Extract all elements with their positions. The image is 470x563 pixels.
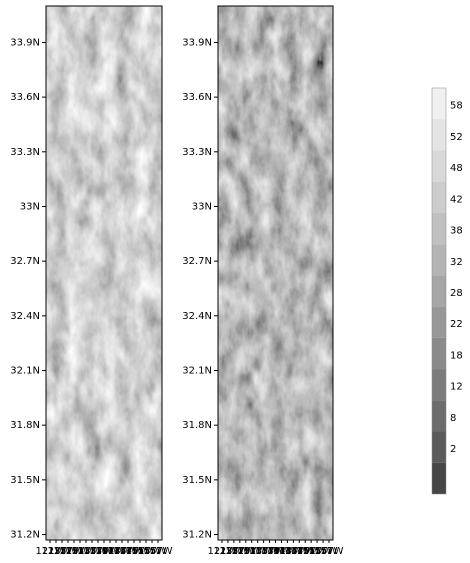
x-tick-label: 123W [42, 546, 71, 557]
colorbar-box [432, 88, 446, 120]
x-tick-label: 129W [231, 546, 260, 557]
x-tick-label: 149W [120, 546, 149, 557]
colorbar-box [432, 212, 446, 245]
y-tick-label: 32.1N [10, 366, 40, 377]
y-tick-label: 33.9N [182, 37, 212, 48]
x-tick-label: 147W [114, 546, 143, 557]
x-tick-label: 157W [315, 546, 344, 557]
x-tick-label: 147W [285, 546, 314, 557]
colorbar-label: 48 [450, 163, 463, 174]
y-tick-label: 31.2N [10, 530, 40, 541]
y-tick-label: 32.4N [182, 311, 212, 322]
x-tick-label: 137W [255, 546, 284, 557]
y-tick-label: 33.9N [10, 37, 40, 48]
x-tick-label: 139W [90, 546, 119, 557]
x-tick-label: 151W [297, 546, 326, 557]
x-tick-label: 155W [138, 546, 167, 557]
colorbar-box [432, 244, 446, 276]
y-tick-label: 33N [20, 201, 40, 212]
x-tick-label: 133W [72, 546, 101, 557]
x-tick-label: 155W [309, 546, 338, 557]
y-tick-label: 33.6N [182, 92, 212, 103]
colorbar-box [432, 181, 446, 213]
colorbar-box [432, 119, 446, 151]
x-tick-label: 143W [273, 546, 302, 557]
x-tick-label: 145W [279, 546, 308, 557]
colorbar-label: 2 [450, 444, 456, 455]
colorbar-box [432, 369, 446, 401]
colorbar-label: 42 [450, 194, 463, 205]
y-tick-label: 33.3N [10, 147, 40, 158]
y-tick-label: 32.7N [182, 256, 212, 267]
colorbar-box [432, 275, 446, 307]
x-tick-label: 153W [303, 546, 332, 557]
y-tick-label: 32.1N [182, 366, 212, 377]
x-tick-label: 143W [102, 546, 131, 557]
colorbar-label: 18 [450, 350, 463, 361]
x-tick-label: 149W [291, 546, 320, 557]
x-tick-label: 125W [48, 546, 77, 557]
x-tick-label: 121W [36, 546, 65, 557]
x-tick-label: 145W [108, 546, 137, 557]
colorbar-label: 52 [450, 132, 463, 143]
x-tick-label: 151W [126, 546, 155, 557]
x-tick-label: 133W [243, 546, 272, 557]
x-tick-label: 125W [219, 546, 248, 557]
colorbar-label: 58 [450, 101, 463, 112]
x-tick-label: 123W [213, 546, 242, 557]
colorbar-frame [431, 87, 447, 495]
colorbar-box [432, 150, 446, 182]
colorbar-label: 38 [450, 226, 463, 237]
x-tick-label: 135W [249, 546, 278, 557]
terrain-field [46, 6, 162, 540]
terrain-field [218, 6, 333, 540]
y-tick-label: 31.2N [182, 530, 212, 541]
y-tick-label: 31.8N [182, 420, 212, 431]
x-tick-label: 157W [144, 546, 173, 557]
y-tick-label: 32.4N [10, 311, 40, 322]
x-tick-label: 141W [267, 546, 296, 557]
colorbar-box [432, 431, 446, 463]
y-tick-label: 33.6N [10, 92, 40, 103]
colorbar-box [432, 400, 446, 432]
colorbar-label: 12 [450, 382, 463, 393]
x-tick-label: 131W [66, 546, 95, 557]
colorbar-label: 22 [450, 319, 463, 330]
colorbar-label: 28 [450, 288, 463, 299]
x-tick-label: 137W [84, 546, 113, 557]
y-tick-label: 31.5N [10, 475, 40, 486]
x-tick-label: 121W [208, 546, 237, 557]
y-tick-label: 32.7N [10, 256, 40, 267]
colorbar-label: 32 [450, 257, 463, 268]
y-tick-label: 31.5N [182, 475, 212, 486]
colorbar-box [432, 337, 446, 370]
y-tick-label: 33.3N [182, 147, 212, 158]
y-tick-label: 33N [192, 201, 212, 212]
x-tick-label: 127W [225, 546, 254, 557]
colorbar-box [432, 306, 446, 338]
x-tick-label: 153W [132, 546, 161, 557]
x-tick-label: 141W [96, 546, 125, 557]
x-tick-label: 129W [60, 546, 89, 557]
colorbar-label: 8 [450, 413, 456, 424]
x-tick-label: 139W [261, 546, 290, 557]
x-tick-label: 135W [78, 546, 107, 557]
x-tick-label: 131W [237, 546, 266, 557]
x-tick-label: 127W [54, 546, 83, 557]
y-tick-label: 31.8N [10, 420, 40, 431]
colorbar-box [432, 462, 446, 494]
